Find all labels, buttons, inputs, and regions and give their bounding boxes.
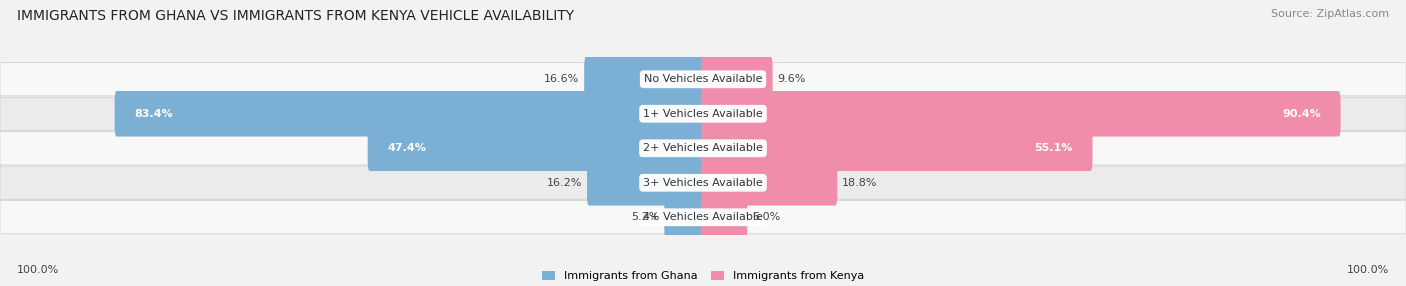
Text: 100.0%: 100.0% [1347,265,1389,275]
FancyBboxPatch shape [702,126,1092,171]
Text: 3+ Vehicles Available: 3+ Vehicles Available [643,178,763,188]
Text: 16.2%: 16.2% [547,178,582,188]
Text: 6.0%: 6.0% [752,212,780,222]
Text: 5.2%: 5.2% [631,212,659,222]
Text: 16.6%: 16.6% [544,74,579,84]
FancyBboxPatch shape [0,201,1406,234]
Text: 4+ Vehicles Available: 4+ Vehicles Available [643,212,763,222]
FancyBboxPatch shape [702,57,773,102]
Text: 2+ Vehicles Available: 2+ Vehicles Available [643,143,763,153]
FancyBboxPatch shape [0,166,1406,199]
FancyBboxPatch shape [114,91,706,136]
FancyBboxPatch shape [702,160,838,206]
Text: 90.4%: 90.4% [1282,109,1322,119]
Text: 100.0%: 100.0% [17,265,59,275]
FancyBboxPatch shape [0,97,1406,130]
FancyBboxPatch shape [702,194,748,240]
Text: IMMIGRANTS FROM GHANA VS IMMIGRANTS FROM KENYA VEHICLE AVAILABILITY: IMMIGRANTS FROM GHANA VS IMMIGRANTS FROM… [17,9,574,23]
Text: 55.1%: 55.1% [1035,143,1073,153]
Text: 1+ Vehicles Available: 1+ Vehicles Available [643,109,763,119]
Text: 83.4%: 83.4% [134,109,173,119]
FancyBboxPatch shape [588,160,706,206]
FancyBboxPatch shape [702,91,1340,136]
FancyBboxPatch shape [665,194,706,240]
Text: 47.4%: 47.4% [388,143,426,153]
FancyBboxPatch shape [585,57,706,102]
Text: Source: ZipAtlas.com: Source: ZipAtlas.com [1271,9,1389,19]
Text: No Vehicles Available: No Vehicles Available [644,74,762,84]
Text: 9.6%: 9.6% [778,74,806,84]
FancyBboxPatch shape [0,63,1406,96]
Text: 18.8%: 18.8% [842,178,877,188]
FancyBboxPatch shape [368,126,706,171]
FancyBboxPatch shape [0,132,1406,165]
Legend: Immigrants from Ghana, Immigrants from Kenya: Immigrants from Ghana, Immigrants from K… [537,266,869,286]
